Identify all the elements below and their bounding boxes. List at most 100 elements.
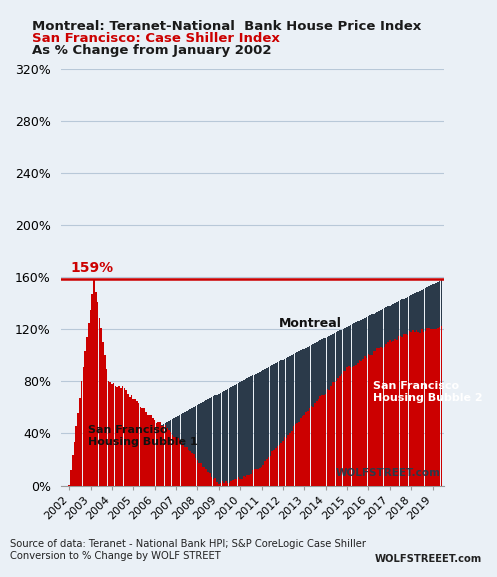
Bar	[81, 381, 83, 485]
Bar	[250, 376, 251, 485]
Bar	[360, 361, 362, 485]
Bar	[428, 286, 430, 485]
Bar	[145, 412, 147, 485]
Text: San Francisco
Housing Bubble 2: San Francisco Housing Bubble 2	[373, 381, 482, 403]
Bar	[305, 348, 307, 485]
Bar	[198, 463, 200, 485]
Bar	[375, 313, 376, 485]
Bar	[304, 415, 305, 485]
Bar	[86, 337, 88, 485]
Bar	[335, 332, 337, 485]
Bar	[259, 469, 260, 485]
Bar	[439, 327, 440, 485]
Bar	[116, 387, 118, 485]
Bar	[147, 414, 148, 485]
Bar	[307, 347, 309, 485]
Text: Source of data: Teranet - National Bank HPI; S&P CoreLogic Case Shiller: Source of data: Teranet - National Bank …	[10, 539, 366, 549]
Bar	[278, 445, 280, 485]
Bar	[131, 395, 132, 485]
Bar	[149, 415, 150, 485]
Bar	[411, 332, 412, 485]
Bar	[93, 466, 95, 485]
Bar	[325, 338, 327, 485]
Bar	[193, 407, 195, 485]
Bar	[330, 335, 332, 485]
Bar	[382, 347, 384, 485]
Bar	[342, 329, 344, 485]
Bar	[173, 437, 175, 485]
Bar	[84, 473, 86, 485]
Bar	[378, 311, 380, 485]
Bar	[407, 297, 409, 485]
Bar	[329, 390, 330, 485]
Bar	[424, 331, 426, 485]
Bar	[309, 408, 311, 485]
Bar	[134, 441, 136, 485]
Bar	[414, 293, 415, 485]
Bar	[257, 469, 259, 485]
Bar	[417, 332, 419, 485]
Bar	[227, 389, 229, 485]
Bar	[302, 416, 303, 485]
Bar	[253, 469, 255, 485]
Bar	[186, 448, 187, 485]
Bar	[373, 351, 375, 485]
Bar	[398, 301, 400, 485]
Bar	[309, 346, 311, 485]
Bar	[378, 348, 380, 485]
Bar	[220, 392, 221, 485]
Bar	[91, 294, 93, 485]
Bar	[351, 367, 353, 485]
Bar	[286, 358, 287, 485]
Bar	[441, 326, 442, 485]
Bar	[255, 469, 257, 485]
Bar	[129, 444, 131, 485]
Bar	[209, 398, 211, 485]
Bar	[188, 410, 189, 485]
Bar	[435, 283, 437, 485]
Bar	[435, 329, 437, 485]
Bar	[122, 386, 123, 485]
Bar	[282, 359, 284, 485]
Bar	[261, 467, 262, 485]
Bar	[149, 433, 150, 485]
Bar	[104, 354, 105, 485]
Bar	[189, 451, 191, 485]
Bar	[213, 396, 214, 485]
Bar	[124, 447, 125, 485]
Bar	[295, 424, 296, 485]
Bar	[320, 396, 321, 485]
Bar	[241, 479, 243, 485]
Bar	[109, 456, 111, 485]
Bar	[118, 451, 120, 485]
Bar	[223, 483, 225, 485]
Bar	[158, 428, 159, 485]
Bar	[141, 437, 143, 485]
Bar	[364, 318, 366, 485]
Bar	[97, 464, 98, 485]
Bar	[136, 400, 138, 485]
Bar	[287, 435, 289, 485]
Bar	[366, 358, 367, 485]
Bar	[419, 333, 421, 485]
Bar	[362, 359, 364, 485]
Bar	[376, 312, 378, 485]
Bar	[182, 413, 184, 485]
Bar	[325, 394, 327, 485]
Bar	[269, 456, 271, 485]
Bar	[346, 327, 348, 485]
Bar	[247, 475, 248, 485]
Bar	[341, 374, 342, 485]
Bar	[333, 333, 335, 485]
Bar	[213, 479, 214, 485]
Bar	[289, 356, 291, 485]
Bar	[168, 421, 169, 485]
Bar	[195, 458, 196, 485]
Bar	[180, 414, 182, 485]
Bar	[375, 351, 376, 485]
Bar	[350, 368, 351, 485]
Bar	[293, 354, 294, 485]
Bar	[327, 389, 328, 485]
Bar	[134, 399, 136, 485]
Bar	[394, 339, 396, 485]
